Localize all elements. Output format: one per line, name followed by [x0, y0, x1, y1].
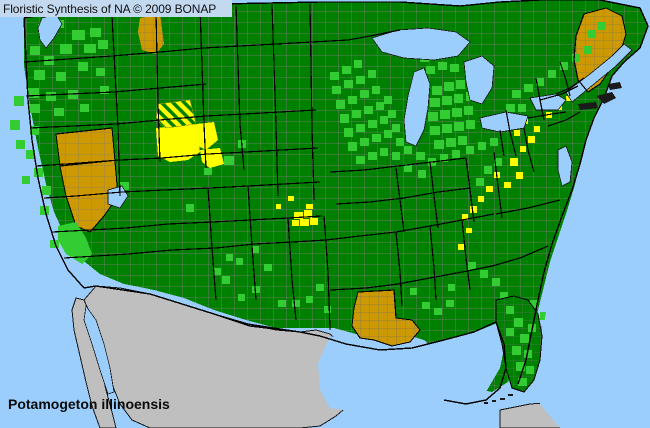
wyoming-hatched-extirpated [156, 100, 196, 128]
chesapeake-bay [557, 145, 573, 187]
northeast-coast-details [578, 82, 622, 110]
saint-lawrence-river [565, 43, 633, 103]
gulf-of-mexico [318, 322, 506, 414]
wyoming-yellow-extension [196, 122, 218, 150]
distribution-base-layer [24, 0, 648, 392]
species-name-text: Potamogeton illinoensis [8, 396, 170, 412]
florida-peninsula [484, 295, 543, 404]
county-boundary-texture [24, 0, 648, 392]
attribution-banner: Floristic Synthesis of NA © 2009 BONAP [0, 0, 232, 17]
olive-absent-states [55, 7, 627, 347]
great-lakes-cluster [330, 38, 475, 164]
state-wyoming-yellow [156, 124, 200, 162]
kansas-yellow-counties [292, 204, 318, 226]
plains-yellow-counties [276, 196, 294, 209]
gulf-of-california [83, 304, 115, 395]
bright-green-counties [10, 20, 606, 383]
atlantic-coast-cutout [536, 238, 650, 428]
lake-ontario [529, 93, 567, 111]
lake-huron [463, 55, 495, 105]
species-name-caption: Potamogeton illinoensis [8, 396, 170, 414]
coastline-outline [23, 0, 649, 405]
attribution-text: Floristic Synthesis of NA © 2009 BONAP [3, 1, 217, 16]
lake-michigan [403, 67, 431, 147]
lake-superior [371, 27, 471, 61]
